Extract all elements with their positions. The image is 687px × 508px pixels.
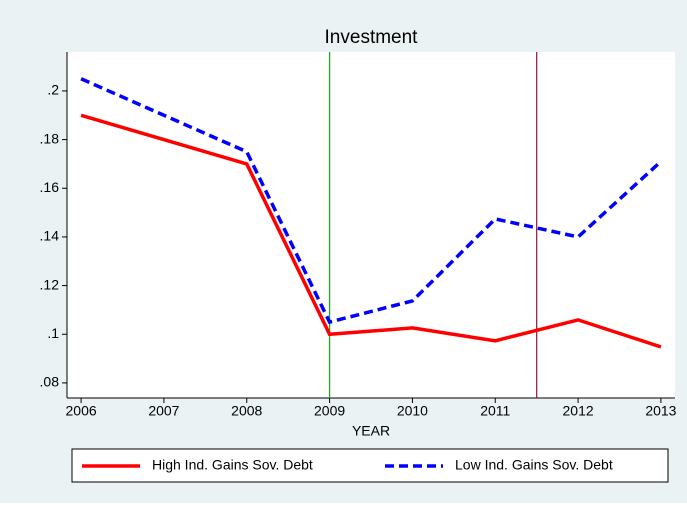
legend <box>71 448 669 483</box>
legend-label: Low Ind. Gains Sov. Debt <box>455 457 613 473</box>
y-tick-label: .08 <box>40 374 60 390</box>
y-tick-label: .18 <box>40 130 60 146</box>
x-tick-label: 2008 <box>231 403 262 419</box>
y-tick-label: .12 <box>40 276 60 292</box>
x-tick-label: 2009 <box>314 403 345 419</box>
plot-area <box>67 52 675 398</box>
x-tick-label: 2013 <box>645 403 676 419</box>
x-tick-label: 2007 <box>148 403 179 419</box>
x-tick-label: 2006 <box>66 403 97 419</box>
x-tick-label: 2011 <box>480 403 510 419</box>
x-axis-label: YEAR <box>352 423 390 439</box>
y-tick-label: .2 <box>47 82 59 98</box>
y-tick-label: .16 <box>40 179 60 195</box>
legend-label: High Ind. Gains Sov. Debt <box>152 457 313 473</box>
y-tick-label: .14 <box>40 228 60 244</box>
series-line <box>80 77 663 325</box>
x-tick-label: 2012 <box>563 403 594 419</box>
y-tick-label: .1 <box>47 325 59 341</box>
x-tick-label: 2010 <box>397 403 428 419</box>
series-line <box>80 113 662 349</box>
chart-title: Investment <box>325 27 419 48</box>
